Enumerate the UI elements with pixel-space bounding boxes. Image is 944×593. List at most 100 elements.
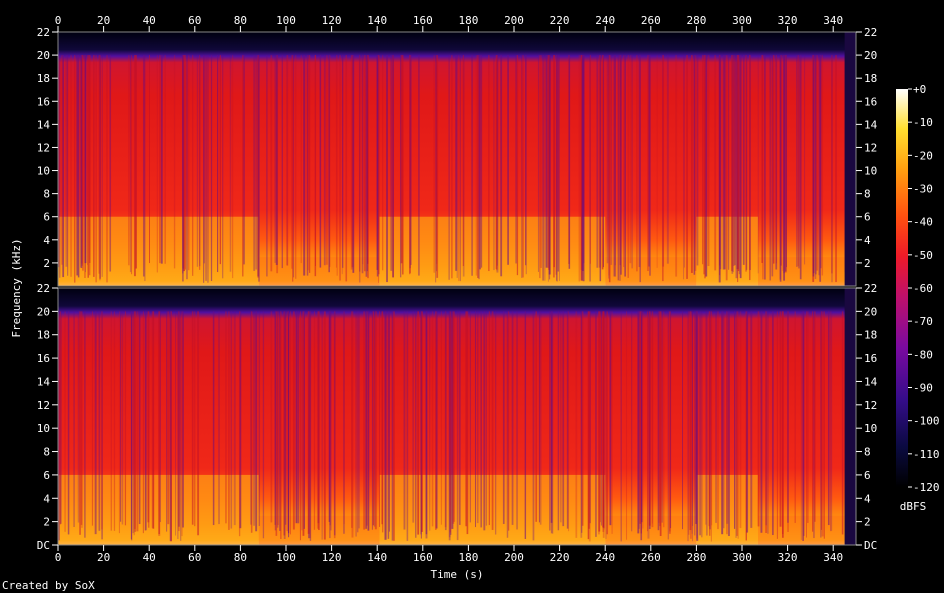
spectral-streak (242, 55, 244, 277)
spectral-streak (84, 55, 87, 264)
spectral-streak (726, 311, 728, 535)
spectral-streak (188, 55, 190, 271)
spectral-streak (403, 311, 406, 530)
spectral-streak (687, 311, 689, 542)
colorbar-tick-label: -120 (913, 481, 940, 494)
spectral-streak (194, 311, 196, 527)
spectral-streak (88, 55, 91, 276)
spectral-streak (637, 311, 640, 534)
spectral-streak (723, 311, 725, 529)
spectral-streak (339, 55, 341, 281)
spectral-streak (495, 55, 498, 269)
spectral-streak (707, 55, 710, 267)
spectral-streak (662, 311, 665, 528)
y-tick-label-left: 6 (43, 469, 50, 482)
spectral-streak (448, 55, 450, 280)
spectral-streak (488, 55, 490, 272)
spectral-streak (159, 311, 161, 523)
spectral-streak (639, 55, 641, 283)
spectral-streak (431, 311, 434, 527)
energy-band (757, 257, 845, 286)
spectral-streak (813, 311, 815, 539)
spectral-streak (131, 55, 133, 275)
spectral-streak (598, 55, 601, 268)
spectral-streak (737, 311, 739, 539)
spectral-streak (613, 55, 616, 277)
spectral-streak (589, 311, 591, 524)
spectral-streak (199, 55, 201, 267)
spectral-streak (455, 55, 458, 271)
colorbar-tick-label: -80 (913, 348, 933, 361)
spectral-streak (704, 55, 706, 279)
spectral-streak (462, 55, 465, 277)
spectral-streak (725, 55, 728, 281)
spectral-streak (657, 311, 660, 531)
spectral-streak (210, 55, 213, 281)
spectral-streak (295, 55, 297, 279)
spectral-streak (374, 311, 377, 530)
x-tick-label-bottom: 100 (276, 551, 296, 564)
spectral-streak (425, 311, 428, 535)
spectral-streak (806, 311, 809, 523)
y-tick-label-left: 10 (37, 165, 50, 178)
spectral-streak (270, 311, 273, 523)
spectral-streak (796, 55, 798, 267)
spectral-streak (323, 311, 326, 540)
y-tick-label-right: 2 (864, 516, 871, 529)
x-tick-label-bottom: 280 (686, 551, 706, 564)
spectral-streak (147, 311, 150, 523)
spectral-streak (555, 55, 557, 275)
spectral-streak (342, 55, 344, 268)
spectral-streak (757, 311, 760, 527)
spectral-streak (274, 311, 277, 531)
spectral-streak (683, 55, 685, 280)
y-tick-label-left: 2 (43, 516, 50, 529)
spectral-streak (812, 311, 814, 532)
x-tick-label-bottom: 120 (322, 551, 342, 564)
spectral-streak (525, 55, 527, 266)
spectral-streak (568, 311, 570, 532)
x-tick-label-bottom: 220 (550, 551, 570, 564)
x-tick-label-bottom: 320 (778, 551, 798, 564)
spectral-streak (702, 55, 704, 265)
spectral-streak (131, 311, 133, 541)
spectral-streak (359, 55, 361, 272)
spectral-streak (539, 311, 542, 525)
spectral-streak (250, 311, 252, 525)
spectral-streak (351, 311, 354, 538)
colorbar-tick-label: -90 (913, 382, 933, 395)
spectral-streak (481, 55, 483, 268)
spectral-streak (451, 55, 453, 279)
spectral-streak (617, 55, 619, 281)
spectral-streak (784, 55, 787, 272)
spectral-streak (132, 311, 135, 534)
spectral-streak (783, 55, 786, 281)
spectral-streak (120, 311, 122, 522)
spectral-streak (365, 311, 367, 529)
spectral-streak (418, 55, 420, 276)
spectral-streak (605, 311, 607, 539)
spectral-streak (696, 311, 699, 541)
spectral-streak (121, 311, 124, 525)
spectral-streak (299, 311, 301, 541)
y-tick-label-right: 14 (864, 118, 878, 131)
spectral-streak (448, 311, 451, 538)
spectral-streak (76, 55, 79, 276)
spectral-streak (782, 311, 784, 538)
spectral-streak (284, 311, 287, 525)
spectral-streak (286, 311, 289, 532)
spectral-streak (549, 55, 551, 280)
spectral-streak (274, 55, 276, 263)
spectral-streak (779, 311, 782, 527)
spectral-streak (746, 311, 749, 533)
spectral-streak (776, 311, 778, 539)
spectral-streak (835, 55, 837, 283)
spectral-streak (275, 311, 278, 536)
spectral-streak (745, 55, 748, 270)
spectral-streak (714, 55, 717, 271)
spectral-streak (500, 55, 503, 277)
x-tick-label-top: 220 (550, 14, 570, 27)
y-tick-label-left: 2 (43, 257, 50, 270)
spectral-streak (716, 311, 719, 530)
